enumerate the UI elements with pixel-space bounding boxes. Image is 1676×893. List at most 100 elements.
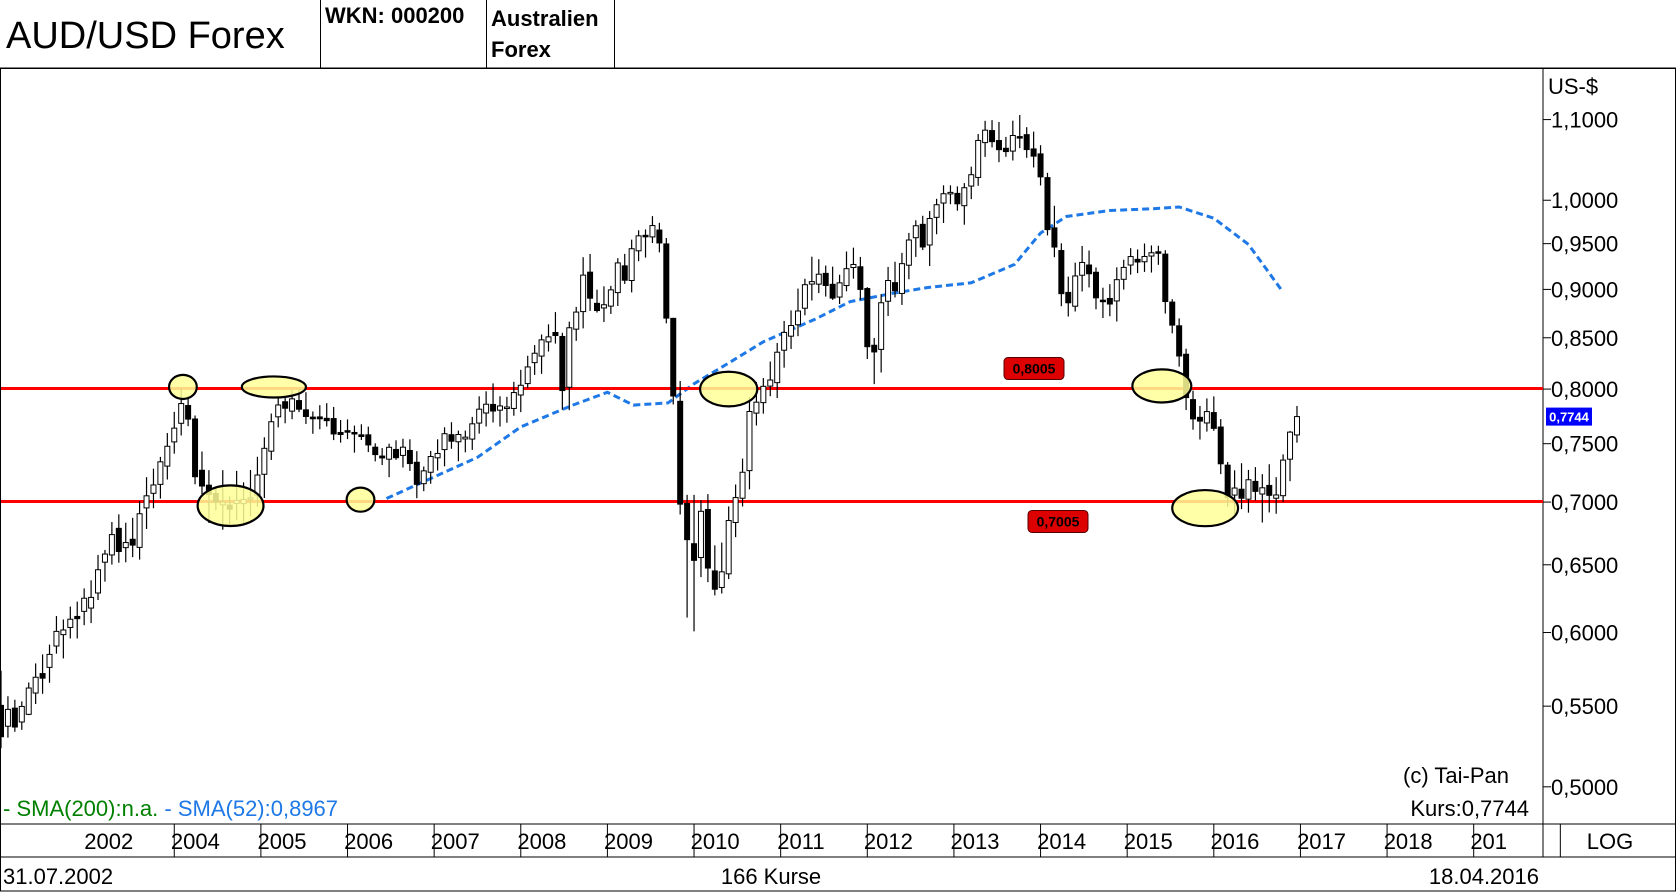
candle-body [1037, 153, 1044, 178]
candle [302, 392, 309, 424]
highlight-ellipse [1131, 368, 1193, 404]
axis-layer: US-$ 1,1000 1,0000 0,9500 0,9000 0,8500 0,8000… [3, 74, 1633, 889]
candle [691, 494, 698, 632]
candle-body [982, 129, 989, 144]
candle [760, 378, 767, 414]
candle-body [108, 534, 115, 556]
candle [947, 185, 954, 205]
candle-body [420, 470, 427, 485]
candle-body [323, 417, 330, 422]
candle-body [53, 630, 60, 647]
candle-body [462, 436, 469, 440]
candle-body [1051, 227, 1058, 248]
candle-body [261, 447, 268, 475]
candle [989, 120, 996, 148]
candle [1280, 454, 1287, 503]
annotation-layer: 0,8005 0,7005 0,7744 - SMA(200):n.a. - SMA(… [3, 357, 1592, 821]
candle-body [434, 452, 441, 459]
candle [711, 545, 718, 596]
candle-body [954, 192, 961, 205]
candle-body [1190, 399, 1197, 420]
y-tick-label: 0,5500 [1551, 694, 1618, 719]
candle [1155, 245, 1162, 265]
candle-body [413, 461, 420, 485]
candle [1252, 467, 1259, 501]
candle-body [1259, 487, 1266, 495]
candle [101, 549, 108, 582]
candle-body [885, 280, 892, 302]
candle [933, 198, 940, 235]
candle [476, 396, 483, 434]
candle [39, 654, 46, 694]
candle-body [18, 705, 25, 723]
candle-body [670, 317, 677, 397]
candle-body [39, 673, 46, 679]
candle [961, 183, 968, 225]
highlight-ellipse [167, 373, 198, 401]
candle-body [406, 449, 413, 465]
candle [0, 670, 4, 749]
candle-body [829, 283, 836, 299]
candle-body [136, 513, 143, 548]
candle [129, 517, 136, 558]
candle-body [677, 400, 684, 505]
candle-body [1293, 416, 1300, 436]
candle-body [995, 140, 1002, 151]
candle-body [1120, 266, 1127, 280]
candle-body [1238, 488, 1245, 499]
candle-body [1016, 136, 1023, 139]
candle [898, 252, 905, 305]
candle [88, 580, 95, 624]
candle [829, 266, 836, 300]
candle [108, 522, 115, 565]
candle [580, 257, 587, 329]
candle [1196, 405, 1203, 440]
candle-body [365, 434, 372, 446]
candle [1065, 276, 1072, 317]
candle [587, 253, 594, 311]
highlight-ellipse [240, 375, 308, 399]
candle-body [483, 403, 490, 414]
candle-body [850, 263, 857, 268]
candle [732, 484, 739, 538]
candle [483, 391, 490, 427]
candle-body [1065, 291, 1072, 304]
candle [621, 253, 628, 284]
chart-title: AUD/USD Forex [0, 0, 321, 68]
x-tick-label: 2011 [777, 829, 824, 854]
candle [510, 381, 517, 416]
y-tick-label: 0,7500 [1551, 432, 1618, 457]
candle-body [1162, 253, 1169, 303]
candle-body [940, 193, 947, 204]
candle [808, 256, 815, 301]
candle-body [989, 130, 996, 143]
candle-body [490, 403, 497, 412]
candle [261, 437, 268, 498]
candle [885, 266, 892, 316]
candle-body [122, 542, 129, 549]
candle [18, 701, 25, 730]
candle-body [192, 418, 199, 478]
candle-body [337, 431, 344, 435]
x-tick-label: 2016 [1210, 829, 1259, 854]
candle-body [905, 239, 912, 266]
candle-body [580, 274, 587, 313]
candle-body [198, 469, 205, 487]
candle-body [1273, 494, 1280, 499]
candle [81, 588, 88, 626]
candle-body [774, 351, 781, 384]
highlight-ellipse [345, 486, 376, 513]
candle-body [760, 385, 767, 404]
candle [25, 682, 32, 716]
candle [788, 310, 795, 349]
candle [413, 451, 420, 499]
candle-body [268, 421, 275, 452]
scale-mode-label: LOG [1587, 829, 1633, 854]
candles-layer [0, 114, 1300, 749]
candle-body [74, 615, 81, 620]
candle-body [566, 327, 573, 388]
candle-body [1127, 256, 1134, 266]
candle [1217, 419, 1224, 475]
candle-body [843, 268, 850, 287]
x-tick-label: 2012 [864, 829, 913, 854]
